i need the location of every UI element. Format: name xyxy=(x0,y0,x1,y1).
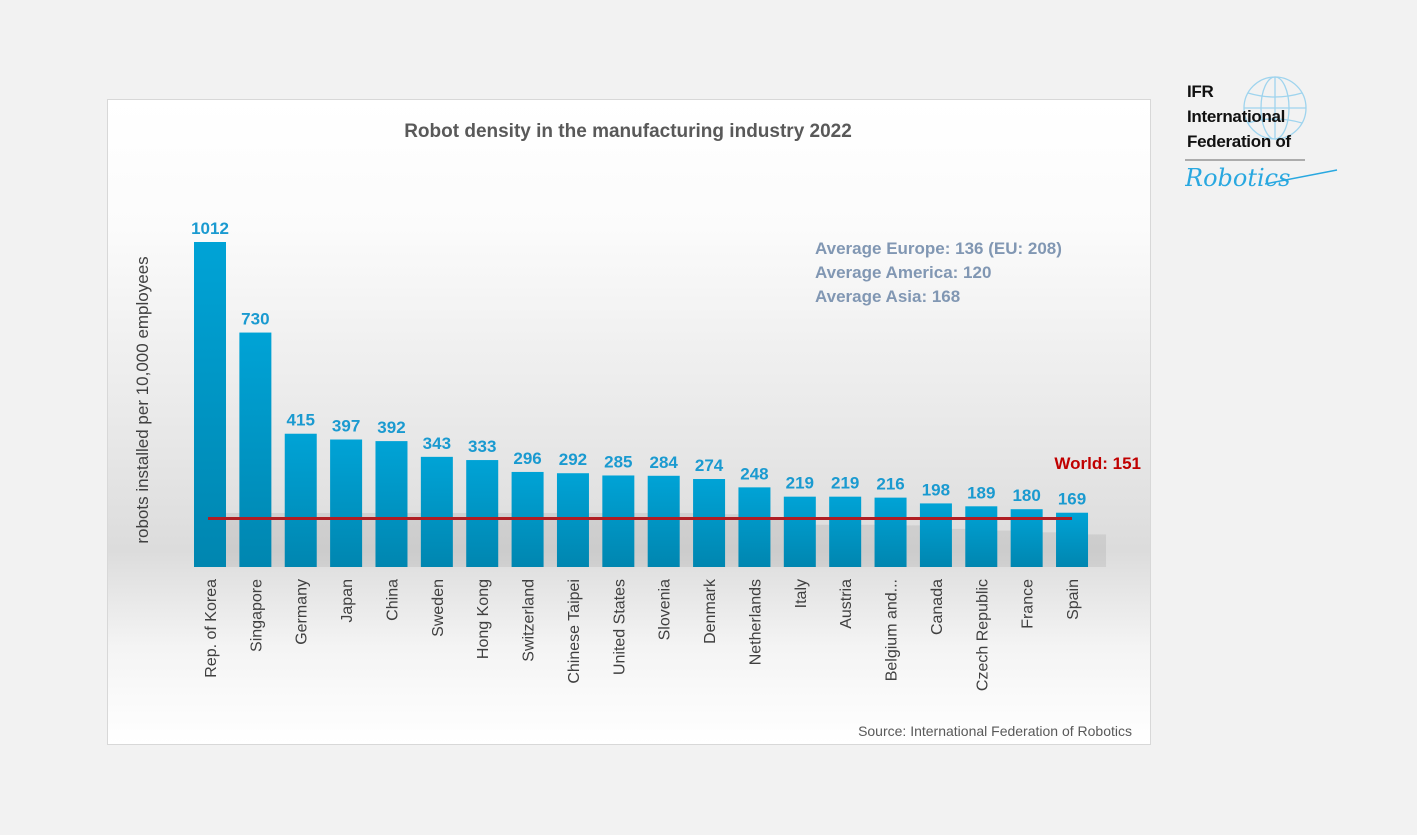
x-tick-label: Slovenia xyxy=(657,579,674,640)
x-tick-label: Hong Kong xyxy=(475,579,492,659)
x-tick-label: Austria xyxy=(838,579,855,629)
data-label: 248 xyxy=(740,464,768,483)
bar-slovenia xyxy=(647,475,680,567)
source-note: Source: International Federation of Robo… xyxy=(858,723,1132,739)
bar-singapore xyxy=(239,332,272,567)
bar-hong-kong xyxy=(466,460,499,567)
data-label: 292 xyxy=(559,450,587,469)
logo-text-ifr: IFR xyxy=(1187,82,1214,101)
bar-sweden xyxy=(420,456,453,567)
bar-chinese-taipei xyxy=(556,473,589,567)
data-label: 296 xyxy=(513,449,541,468)
bar-czech-republic xyxy=(965,506,998,567)
chart-panel: Robot density in the manufacturing indus… xyxy=(107,99,1151,745)
bar-germany xyxy=(284,433,317,567)
data-label: 730 xyxy=(241,310,269,329)
data-label: 169 xyxy=(1058,490,1086,509)
logo-text-federation: Federation of xyxy=(1187,132,1291,151)
data-label: 274 xyxy=(695,456,724,475)
globe-icon: Robotics xyxy=(1185,76,1338,192)
x-tick-label: Netherlands xyxy=(747,579,764,665)
data-label: 392 xyxy=(377,418,405,437)
x-tick-label: Spain xyxy=(1065,579,1082,620)
bar-spain xyxy=(1056,512,1089,567)
data-label: 1012 xyxy=(191,219,229,238)
x-tick-label: Belgium and... xyxy=(884,579,901,681)
data-label: 285 xyxy=(604,452,632,471)
bar-belgium-and- xyxy=(874,497,907,567)
data-label: 343 xyxy=(423,434,451,453)
bar-denmark xyxy=(693,479,726,567)
average-europe: Average Europe: 136 (EU: 208) xyxy=(815,239,1062,258)
data-label: 415 xyxy=(287,411,315,430)
bar-italy xyxy=(783,496,816,567)
bar-austria xyxy=(829,496,862,567)
x-tick-label: Denmark xyxy=(702,578,719,644)
average-america: Average America: 120 xyxy=(815,263,992,282)
bar-rep-of-korea xyxy=(194,242,226,567)
world-label: World: 151 xyxy=(1054,454,1141,473)
bar-canada xyxy=(919,503,952,567)
data-label: 219 xyxy=(831,474,859,493)
data-label: 198 xyxy=(922,480,950,499)
x-tick-label: Chinese Taipei xyxy=(566,579,583,684)
data-label: 284 xyxy=(650,453,679,472)
ifr-logo: Robotics IFR International Federation of xyxy=(1185,72,1355,194)
bar-chart: Robot density in the manufacturing indus… xyxy=(133,121,1141,739)
x-tick-label: United States xyxy=(611,579,628,675)
x-tick-label: Rep. of Korea xyxy=(203,579,220,678)
x-tick-label: Switzerland xyxy=(521,579,538,662)
x-tick-label: China xyxy=(384,579,401,621)
x-tick-label: Sweden xyxy=(430,579,447,637)
bar-japan xyxy=(330,439,363,567)
data-label: 180 xyxy=(1012,486,1040,505)
x-tick-label: Germany xyxy=(294,579,311,645)
logo-text-international: International xyxy=(1187,107,1286,126)
data-label: 397 xyxy=(332,417,360,436)
data-label: 189 xyxy=(967,483,995,502)
x-tick-label: Japan xyxy=(339,579,356,623)
y-axis-label: robots installed per 10,000 employees xyxy=(133,256,152,543)
average-asia: Average Asia: 168 xyxy=(815,287,961,306)
bar-united-states xyxy=(602,475,635,567)
data-label: 216 xyxy=(876,475,904,494)
x-tick-label: Czech Republic xyxy=(974,579,991,691)
bar-netherlands xyxy=(738,487,771,567)
logo-script: Robotics xyxy=(1185,164,1290,192)
data-label: 333 xyxy=(468,437,496,456)
x-tick-label: France xyxy=(1020,579,1037,629)
x-tick-label: Canada xyxy=(929,579,946,635)
x-tick-label: Italy xyxy=(793,579,810,608)
data-label: 219 xyxy=(786,474,814,493)
x-tick-label: Singapore xyxy=(248,579,265,652)
chart-title: Robot density in the manufacturing indus… xyxy=(404,121,852,142)
bar-china xyxy=(375,441,408,567)
